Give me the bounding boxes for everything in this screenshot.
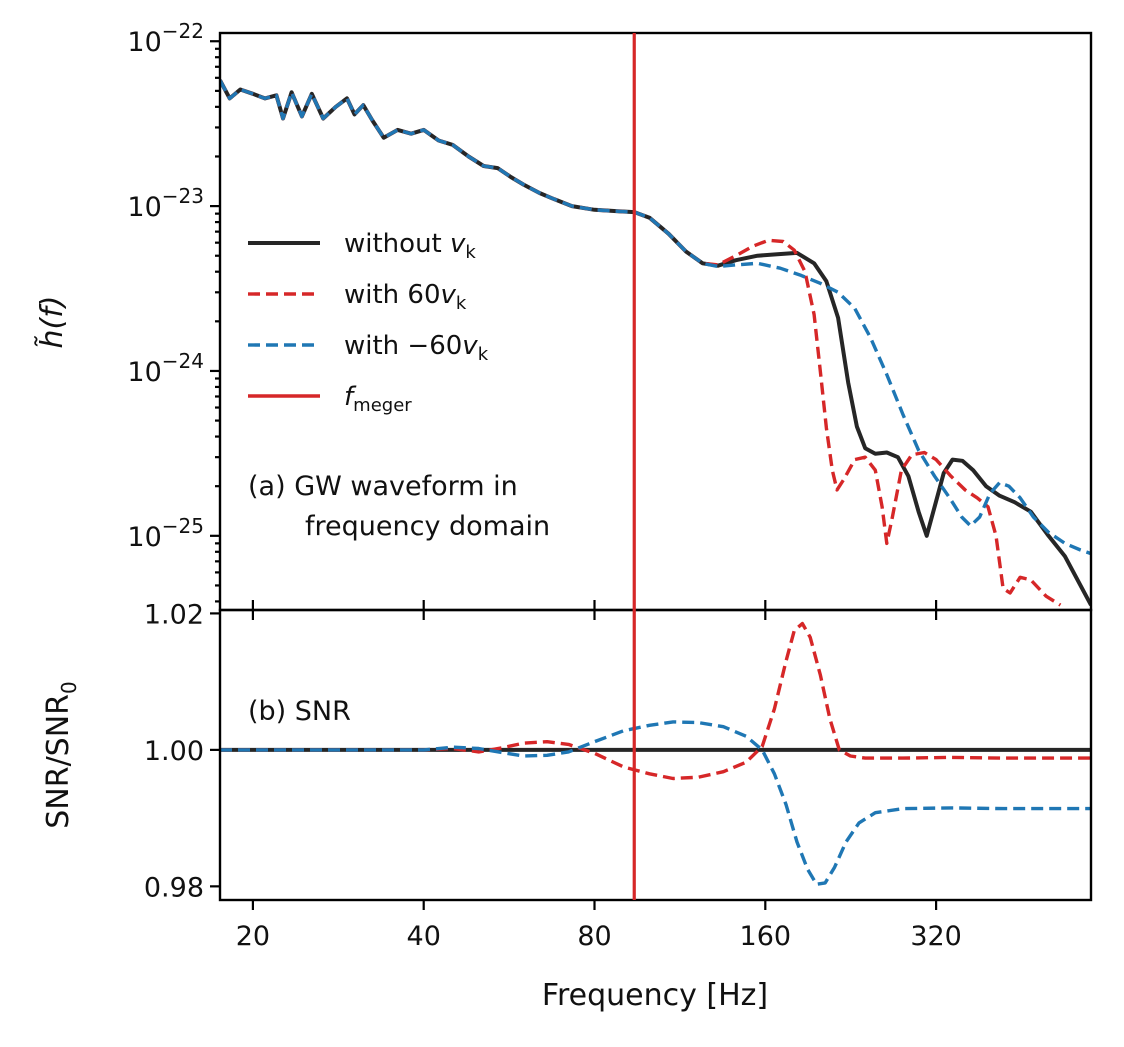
legend-label-symbol: v: [441, 280, 457, 310]
y-tick-exponent: −24: [162, 349, 204, 373]
snr-y-tick-label: 0.98: [144, 872, 204, 903]
y-tick-label: 10−25: [127, 514, 204, 553]
y-tick-label: 10−22: [127, 19, 204, 58]
snr-y-tick-label: 1.02: [144, 599, 204, 630]
panel-b-y-label-sub: 0: [57, 681, 81, 694]
panel-a-x-ticks: [251, 610, 938, 620]
legend-label-subscript: k: [465, 242, 476, 263]
legend-item-with_pos: with 60vk: [248, 280, 467, 314]
legend-label: fmeger: [344, 382, 412, 416]
y-tick-base: 10: [127, 522, 161, 553]
panel-b-plot-area: [220, 621, 1091, 886]
legend-label-symbol: v: [450, 229, 466, 259]
legend-label-prefix: with −60: [344, 331, 462, 361]
legend-label-subscript: meger: [353, 395, 412, 416]
panel-b-annotation: (b) SNR: [248, 696, 351, 727]
panel-a-annotation-line2: frequency domain: [305, 511, 550, 542]
y-tick-exponent: −23: [162, 184, 204, 208]
snr-series-with_pos-line: [220, 621, 1091, 781]
panel-b-frame: [218, 608, 1093, 902]
legend-item-merger: fmeger: [248, 382, 412, 416]
panel-a-plot-area: [220, 79, 1091, 607]
series-with_neg-line: [220, 79, 1091, 556]
snr-y-tick-label: 1.00: [144, 736, 204, 767]
x-axis-label: Frequency [Hz]: [542, 978, 768, 1013]
legend-label: without vk: [344, 229, 476, 263]
legend-label: with −60vk: [344, 331, 489, 365]
legend-item-without: without vk: [248, 229, 476, 263]
panel-b-y-label: SNR/SNR0: [41, 681, 81, 829]
y-tick-exponent: −25: [162, 514, 204, 538]
panel-b: 1.02 1.00 0.98 20 40 80 160 320 (b) SNR SNR/SN…: [41, 599, 1093, 1013]
legend-label: with 60vk: [344, 280, 467, 314]
panel-a-y-label: h̃(f): [35, 296, 70, 349]
legend-label-symbol: v: [462, 331, 478, 361]
x-tick-label: 320: [910, 921, 962, 952]
panel-b-x-axis: 20 40 80 160 320: [236, 600, 962, 952]
x-tick-label: 160: [740, 921, 792, 952]
panel-a-annotation-line1: (a) GW waveform in: [248, 471, 518, 502]
x-tick-label: 20: [236, 921, 270, 952]
legend-label-subscript: k: [456, 293, 467, 314]
y-tick-label: 10−24: [127, 349, 204, 388]
legend-item-with_neg: with −60vk: [248, 331, 489, 365]
panel-b-y-label-main: SNR/SNR: [41, 694, 76, 829]
panel-b-y-axis: 1.02 1.00 0.98: [144, 599, 220, 903]
legend-label-prefix: with 60: [344, 280, 441, 310]
snr-series-with_neg-line: [220, 720, 1091, 886]
y-tick-base: 10: [127, 357, 161, 388]
x-tick-label: 40: [407, 921, 441, 952]
y-tick-label: 10−23: [127, 184, 204, 223]
y-tick-base: 10: [127, 27, 161, 58]
legend-label-prefix: without: [344, 229, 450, 259]
y-tick-base: 10: [127, 192, 161, 223]
y-tick-exponent: −22: [162, 19, 204, 43]
legend-label-subscript: k: [478, 344, 489, 365]
x-tick-label: 80: [577, 921, 611, 952]
